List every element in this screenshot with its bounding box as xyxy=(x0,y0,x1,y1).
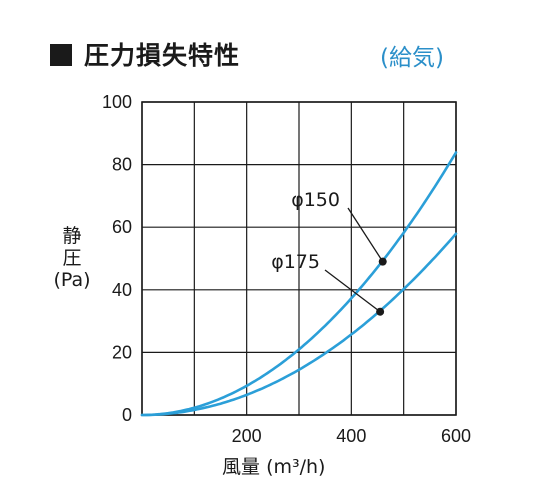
series-label-phi150: φ150 xyxy=(291,189,340,211)
subtitle-open-paren: ( xyxy=(380,45,389,71)
x-tick-label: 200 xyxy=(232,426,262,446)
chart-title-text: 圧力損失特性 xyxy=(84,41,241,70)
y-tick-label: 60 xyxy=(112,217,132,237)
chart-title: 圧力損失特性 xyxy=(50,36,240,72)
y-tick-label: 20 xyxy=(112,342,132,362)
y-axis-label-unit: (Pa) xyxy=(53,269,91,291)
x-tick-label: 400 xyxy=(336,426,366,446)
series-line-phi150 xyxy=(140,151,458,417)
y-axis-label-line2: 圧 xyxy=(62,247,82,269)
chart-subtitle-text: 給気 xyxy=(388,45,435,71)
square-bullet-icon xyxy=(50,44,72,66)
data-point-marker xyxy=(378,257,387,266)
data-point-marker xyxy=(376,307,385,316)
subtitle-close-paren: ) xyxy=(434,45,444,71)
callout-leader-line xyxy=(324,269,381,313)
y-axis-label: 静 圧 (Pa) xyxy=(50,225,94,291)
y-axis-label-line1: 静 xyxy=(62,225,82,247)
x-axis-label-text: 風量 xyxy=(222,456,261,478)
x-axis-label: 風量 (m³/h) xyxy=(222,452,325,479)
series-line-phi175 xyxy=(140,232,458,417)
y-tick-label: 80 xyxy=(112,155,132,175)
y-tick-label: 0 xyxy=(122,405,132,425)
series-label-phi175: φ175 xyxy=(271,251,320,273)
y-tick-label: 40 xyxy=(112,280,132,300)
x-tick-label: 600 xyxy=(441,426,471,446)
plot-frame xyxy=(141,101,457,416)
chart-subtitle: (給気) xyxy=(380,38,444,72)
x-axis-label-unit: (m³/h) xyxy=(266,456,326,478)
callout-leader-line xyxy=(347,207,384,262)
y-tick-label: 100 xyxy=(102,92,132,112)
